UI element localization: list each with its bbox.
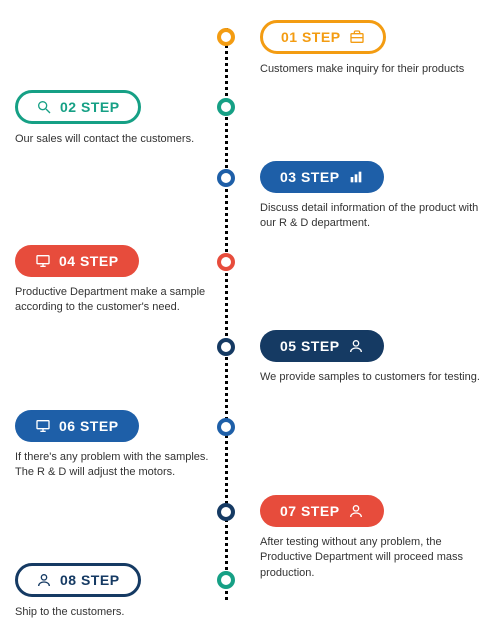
step-label: 01 STEP [281, 29, 341, 45]
step-description: Discuss detail information of the produc… [260, 201, 485, 232]
monitor-icon [35, 253, 51, 269]
person-icon [348, 503, 364, 519]
step-label: 06 STEP [59, 418, 119, 434]
step-6: 06 STEP If there's any problem with the s… [15, 410, 220, 481]
step-description: We provide samples to customers for test… [260, 370, 485, 385]
step-8: 08 STEP Ship to the customers. [15, 563, 220, 620]
timeline-dot [217, 28, 235, 46]
step-label: 05 STEP [280, 338, 340, 354]
search-icon [36, 99, 52, 115]
step-pill: 01 STEP [260, 20, 386, 54]
bars-icon [348, 169, 364, 185]
step-pill: 04 STEP [15, 245, 139, 277]
step-label: 08 STEP [60, 572, 120, 588]
step-label: 07 STEP [280, 503, 340, 519]
timeline-dot [217, 169, 235, 187]
step-pill: 02 STEP [15, 90, 141, 124]
step-5: 05 STEP We provide samples to customers f… [260, 330, 485, 385]
step-description: After testing without any problem, the P… [260, 535, 485, 581]
person-icon [36, 572, 52, 588]
briefcase-icon [349, 29, 365, 45]
step-label: 04 STEP [59, 253, 119, 269]
step-pill: 06 STEP [15, 410, 139, 442]
person-icon [348, 338, 364, 354]
step-7: 07 STEP After testing without any problem… [260, 495, 485, 581]
step-description: Ship to the customers. [15, 605, 220, 620]
step-1: 01 STEP Customers make inquiry for their … [260, 20, 485, 77]
step-pill: 05 STEP [260, 330, 384, 362]
step-2: 02 STEP Our sales will contact the custom… [15, 90, 220, 147]
monitor-icon [35, 418, 51, 434]
step-pill: 03 STEP [260, 161, 384, 193]
step-description: Our sales will contact the customers. [15, 132, 220, 147]
timeline-dot [217, 503, 235, 521]
step-label: 03 STEP [280, 169, 340, 185]
timeline-dot [217, 338, 235, 356]
step-description: Customers make inquiry for their product… [260, 62, 485, 77]
step-4: 04 STEP Productive Department make a samp… [15, 245, 220, 316]
step-pill: 08 STEP [15, 563, 141, 597]
step-3: 03 STEP Discuss detail information of the… [260, 161, 485, 232]
step-description: Productive Department make a sample acco… [15, 285, 220, 316]
step-description: If there's any problem with the samples.… [15, 450, 220, 481]
step-pill: 07 STEP [260, 495, 384, 527]
step-label: 02 STEP [60, 99, 120, 115]
